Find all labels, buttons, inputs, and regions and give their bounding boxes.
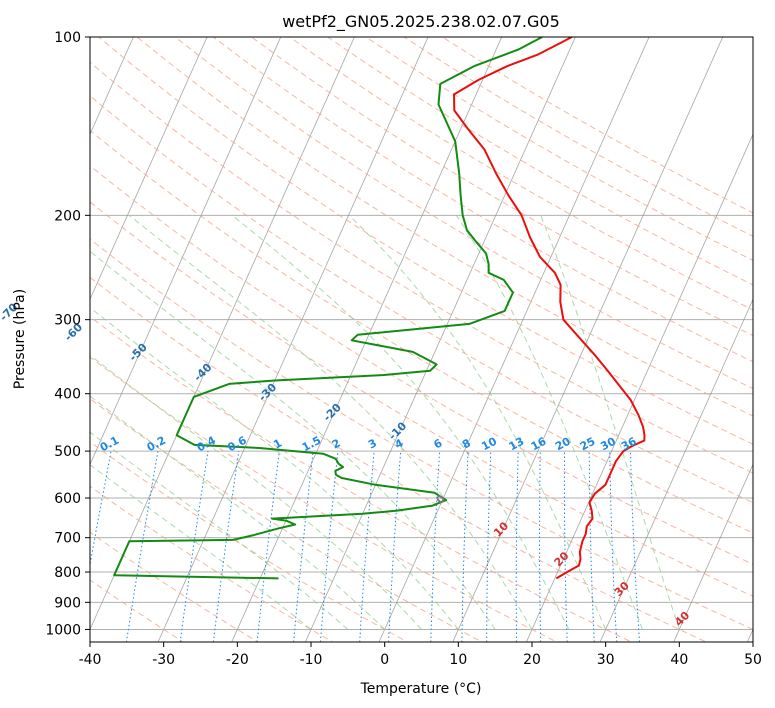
isotherm-line [452, 37, 724, 642]
mixing-ratio-line [212, 451, 240, 642]
x-tick-label: 10 [449, 652, 467, 668]
dry-adiabat-line [90, 238, 753, 630]
dry-adiabat-line [90, 129, 753, 534]
mixing-ratio-line [630, 451, 641, 642]
dewpoint-profile [113, 37, 543, 580]
y-tick-label: 600 [54, 491, 81, 507]
isotherm-line [378, 37, 650, 642]
dry-adiabat-line [90, 276, 708, 642]
moist-adiabat-line [90, 431, 349, 630]
dry-adiabat-line [90, 531, 259, 642]
mixing-ratio-line [319, 451, 339, 642]
y-tick-label: 900 [54, 595, 81, 611]
mixing-ratio-line [388, 451, 402, 642]
mixing-ratio-label: 30 [598, 435, 618, 454]
isotherm-line [90, 37, 134, 136]
plot-frame [89, 36, 754, 643]
mixing-ratio-line [515, 451, 519, 642]
x-tick-label: -20 [226, 652, 249, 668]
moist-adiabat-line [128, 214, 533, 630]
mixing-ratio-label: 16 [529, 435, 549, 454]
x-tick-label: -40 [79, 652, 102, 668]
y-tick-label: 100 [54, 30, 81, 46]
mixing-ratio-line [256, 451, 280, 642]
y-tick-label: 200 [54, 208, 81, 224]
mixing-ratio-line [563, 451, 568, 642]
mixing-ratio-line [588, 451, 595, 642]
dry-adiabat-line [90, 95, 753, 504]
dry-adiabat-line [90, 61, 753, 474]
chart-title: wetPf2_GN05.2025.238.02.07.G05 [282, 12, 560, 32]
mixing-ratio-line [461, 451, 469, 642]
dry-adiabat-line [136, 37, 753, 417]
dry-adiabat-line [90, 165, 753, 565]
y-tick-label: 500 [54, 444, 81, 460]
isotherm-line [0, 10, 72, 654]
dry-adiabat-line [326, 37, 753, 286]
x-tick-label: 20 [523, 652, 541, 668]
x-axis-label: Temperature (°C) [360, 681, 482, 697]
dry-adiabat-line [90, 201, 753, 598]
x-tick-label: 40 [670, 652, 688, 668]
isotherm-line [231, 37, 503, 642]
y-tick-label: 700 [54, 531, 81, 547]
mixing-ratio-line [486, 451, 492, 642]
dry-adiabat-line [90, 356, 558, 642]
isotherm-line [157, 37, 429, 642]
mixing-ratio-label: 10 [479, 434, 499, 453]
isotherm-line [90, 37, 208, 301]
moist-adiabat-line [90, 250, 496, 630]
isotherm-line [599, 298, 753, 642]
mixing-ratio-line [125, 451, 159, 642]
x-tick-label: -30 [152, 652, 175, 668]
x-tick-label: -10 [300, 652, 323, 668]
moist-adiabat-line [90, 354, 422, 630]
mixing-ratio-line [539, 451, 542, 642]
dry-adiabat-line [90, 398, 484, 642]
moist-adiabat-line [90, 395, 386, 630]
mixing-ratio-label: 13 [507, 435, 527, 454]
mixing-ratio-line [179, 451, 209, 642]
pressure-grid [90, 36, 753, 630]
mixing-ratio-line [293, 451, 314, 642]
axes: -40 -30 -20 -10 0 10 20 30 40 50 100 200 300 400 500 60… [45, 30, 762, 668]
mixing-ratio-line [359, 451, 375, 642]
isotherm-line [304, 37, 576, 642]
x-tick-label: 30 [597, 652, 615, 668]
sounding-profiles [113, 37, 646, 580]
dry-adiabat-line [90, 485, 334, 642]
mixing-ratio-line [609, 451, 618, 642]
temperature-profile [453, 37, 646, 580]
moist-adiabat-line [348, 214, 607, 630]
mixing-ratio-line [430, 451, 441, 642]
isotherm-line [90, 37, 282, 466]
y-axis-label: Pressure (hPa) [12, 289, 28, 389]
y-tick-label: 300 [54, 313, 81, 329]
background-lines [0, 10, 753, 654]
y-tick-label: 400 [54, 387, 81, 403]
x-tick-label: 0 [380, 652, 389, 668]
y-tick-label: 800 [54, 565, 81, 581]
mixing-ratio-label: 36 [619, 435, 639, 454]
dry-adiabat-line [250, 37, 753, 337]
y-tick-label: 1000 [45, 622, 81, 638]
mixing-ratio-label: 25 [578, 435, 598, 454]
mixing-ratio-label: 20 [553, 435, 573, 454]
x-tick-label: 50 [744, 652, 762, 668]
